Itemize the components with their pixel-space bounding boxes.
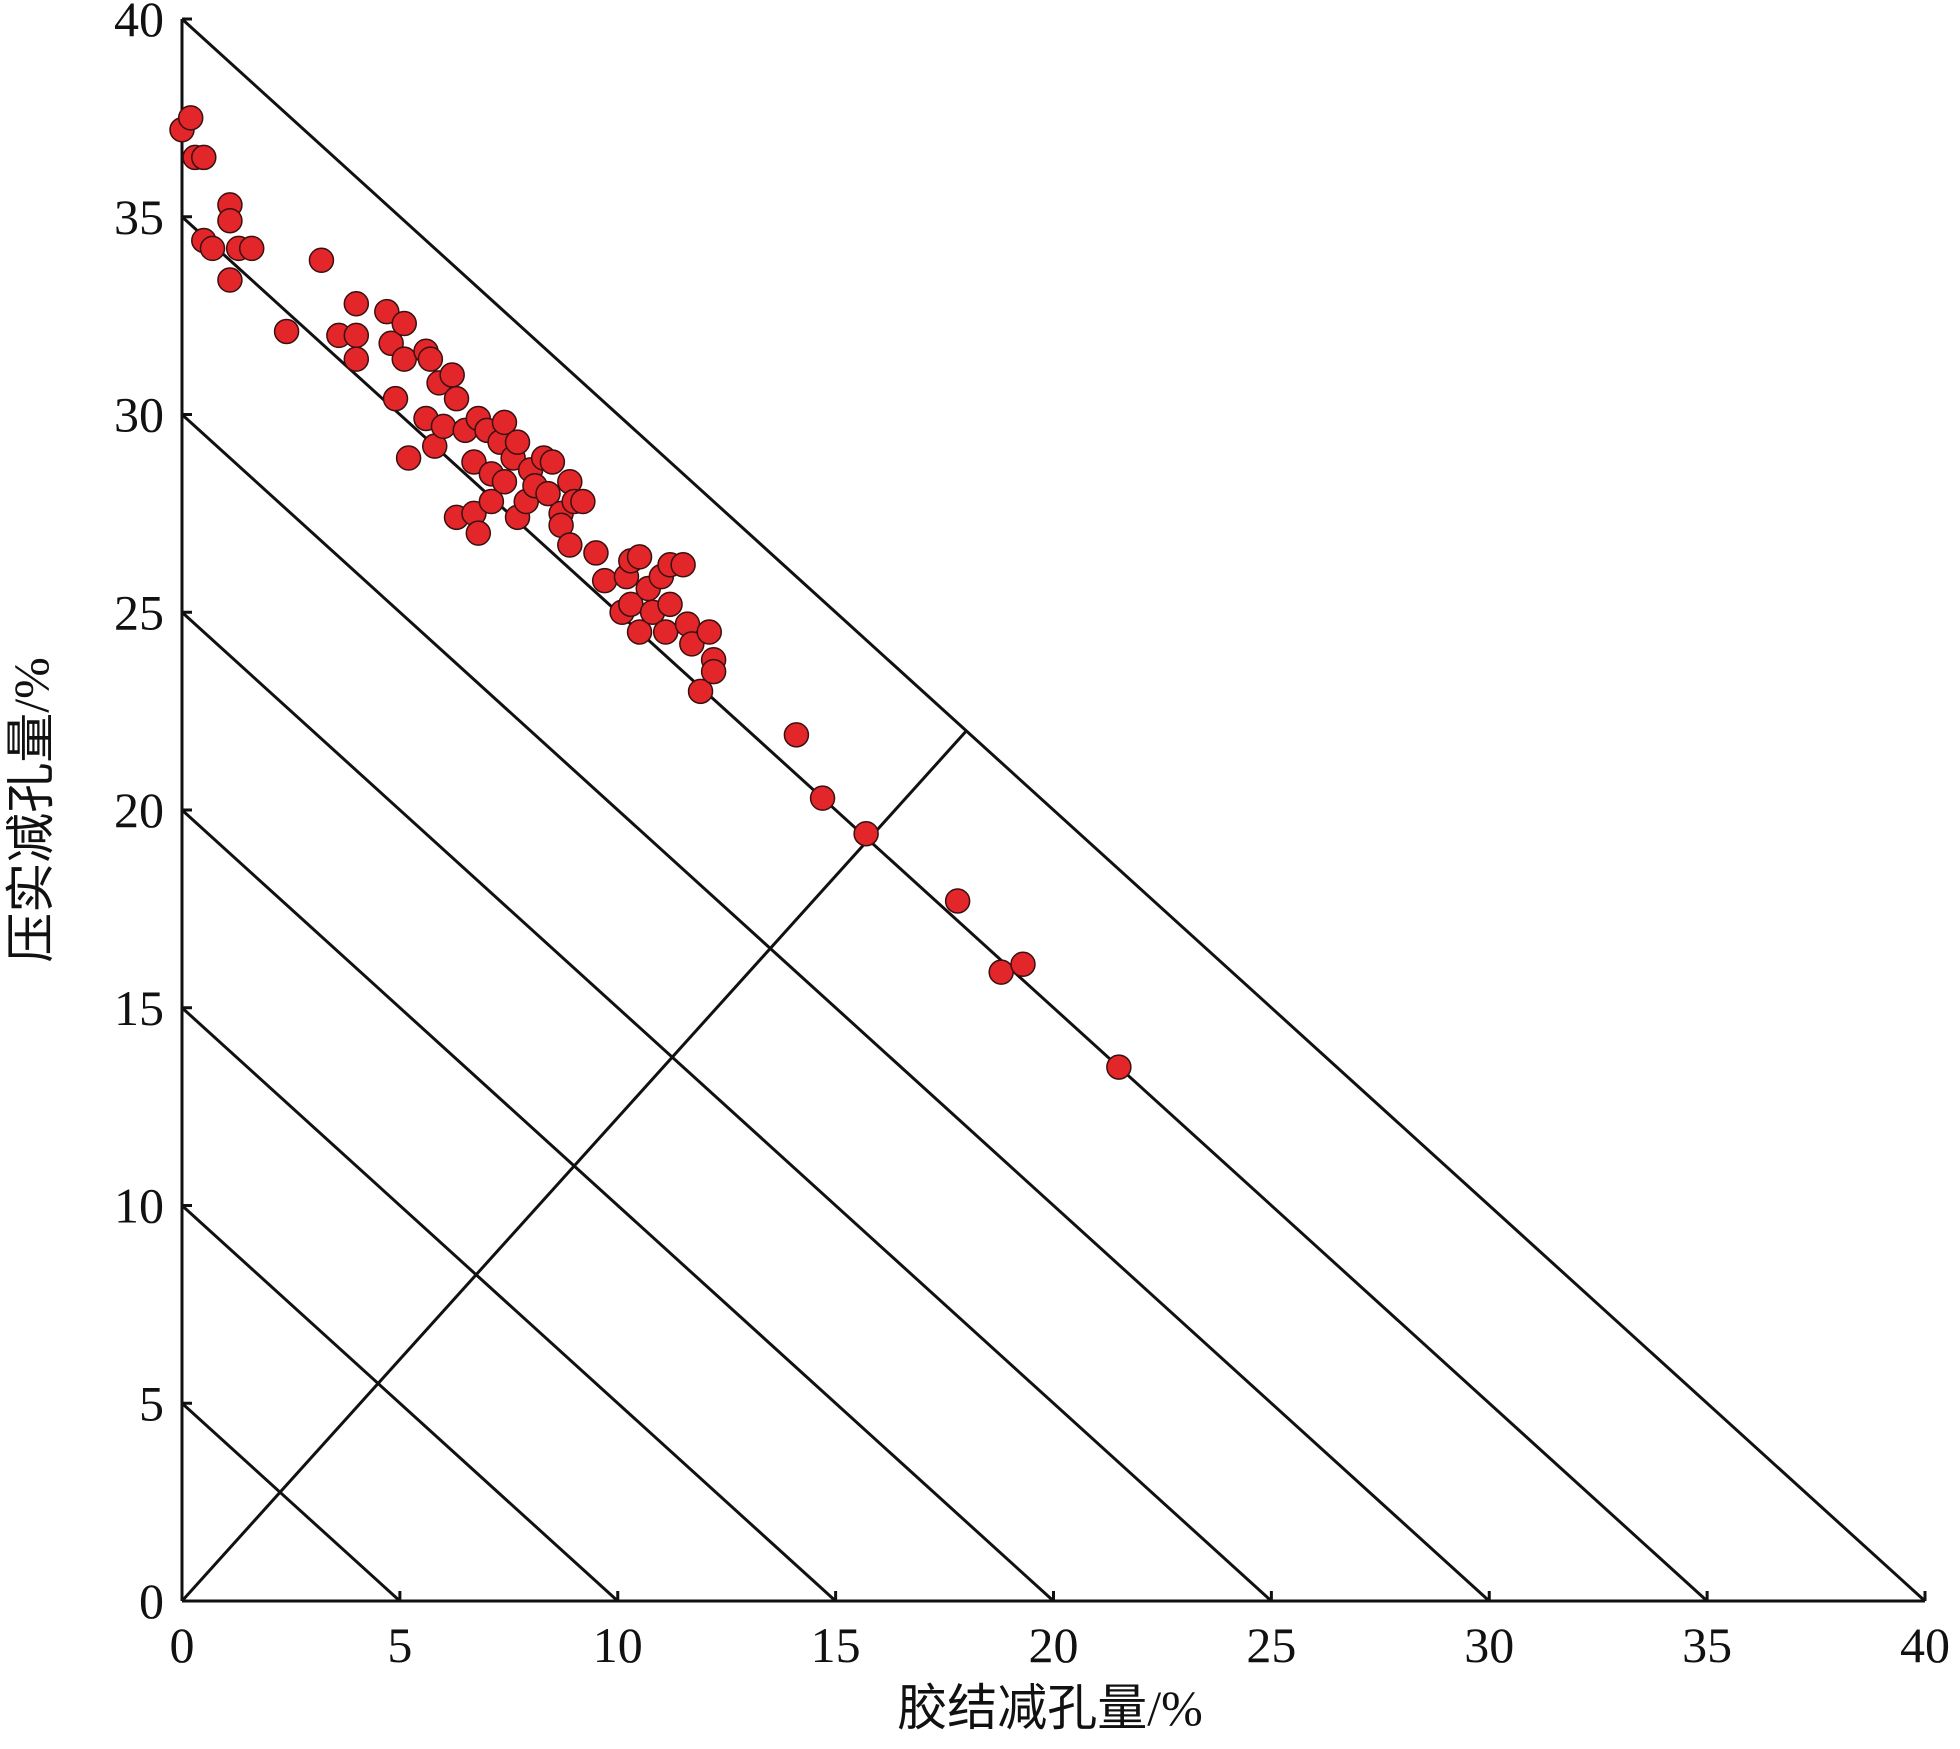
point [478, 488, 505, 515]
point [417, 346, 444, 372]
point [238, 235, 265, 262]
point [177, 105, 204, 131]
reference-line [180, 611, 1273, 1603]
point [504, 429, 531, 455]
point [217, 207, 243, 234]
point [343, 346, 370, 372]
y-axis-label: 压实减孔量/% [3, 657, 59, 963]
y-tick-label: 20 [114, 782, 164, 838]
point [382, 385, 409, 412]
point [439, 362, 465, 388]
point [461, 449, 487, 475]
point [988, 959, 1014, 985]
point [374, 298, 400, 325]
point [430, 413, 457, 440]
point [539, 449, 566, 475]
x-tick-label: 15 [811, 1617, 861, 1673]
point [199, 235, 226, 262]
x-tick-label: 20 [1029, 1617, 1079, 1673]
y-tick-label: 40 [114, 0, 164, 47]
point [570, 488, 596, 515]
point [626, 544, 653, 570]
point [652, 619, 679, 645]
point [944, 888, 971, 914]
y-tick-label: 15 [114, 980, 164, 1036]
point [670, 552, 696, 578]
y-tick-label: 35 [114, 189, 164, 245]
x-tick-label: 10 [593, 1617, 643, 1673]
x-axis-label: 胶结减孔量/% [897, 1680, 1203, 1736]
point [491, 409, 518, 436]
point [853, 820, 879, 847]
point [679, 631, 705, 657]
point [591, 567, 618, 594]
point [273, 318, 300, 345]
y-tick-label: 0 [139, 1573, 164, 1629]
point [395, 445, 422, 471]
point [491, 468, 518, 495]
point [626, 619, 653, 645]
point [465, 520, 492, 546]
y-tick-label: 25 [114, 584, 164, 640]
x-tick-label: 25 [1246, 1617, 1296, 1673]
point [809, 785, 836, 811]
x-tick-label: 5 [387, 1617, 412, 1673]
point [391, 310, 417, 337]
reference-line [180, 729, 968, 1603]
x-tick-label: 30 [1464, 1617, 1514, 1673]
point [191, 144, 217, 171]
x-tick-label: 40 [1900, 1617, 1950, 1673]
point [535, 480, 561, 507]
reference-line [180, 413, 1491, 1603]
reference-line [180, 1204, 619, 1603]
point [1010, 951, 1036, 977]
reference-line [180, 17, 1927, 1603]
reference-line [180, 808, 1055, 1603]
point [1106, 1054, 1132, 1080]
y-tick-label: 10 [114, 1178, 164, 1234]
point [391, 346, 417, 372]
y-tick-label: 5 [139, 1375, 164, 1431]
point [217, 267, 243, 293]
reference-line [180, 1402, 401, 1603]
point [657, 591, 683, 618]
point [783, 722, 810, 748]
point [696, 619, 723, 645]
point [343, 322, 370, 349]
point [700, 658, 727, 685]
point [583, 540, 609, 566]
x-tick-label: 0 [170, 1617, 195, 1673]
reference-line [180, 215, 1709, 1603]
x-tick-label: 35 [1682, 1617, 1732, 1673]
point [687, 678, 714, 705]
point [308, 247, 335, 274]
point [557, 532, 583, 558]
point [343, 291, 370, 317]
y-tick-label: 30 [114, 387, 164, 443]
point [443, 385, 470, 412]
reference-line [180, 1006, 837, 1603]
